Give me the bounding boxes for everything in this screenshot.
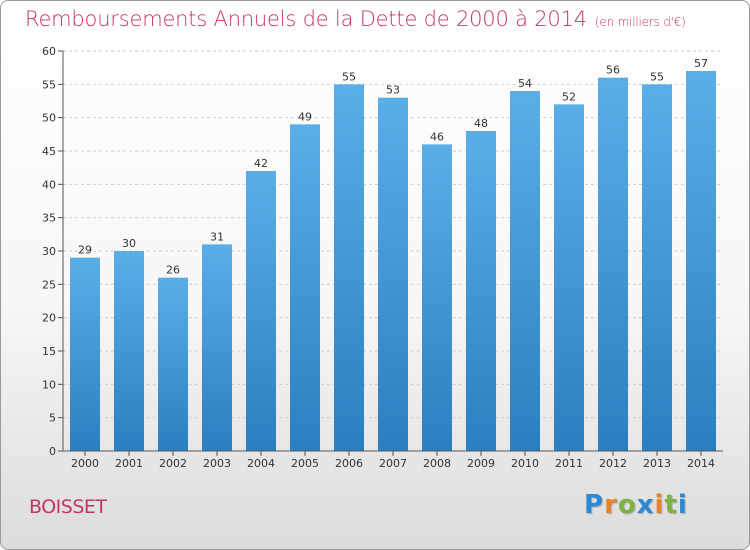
proxiti-logo: Proxiti: [584, 490, 688, 520]
bar-2012: [598, 77, 628, 452]
y-tick-label: 25: [42, 278, 56, 291]
bar-2011: [554, 104, 584, 451]
labels: 29 2000 30 2001 26 2002 31 2003 42 2004 49 2005 55 20…: [71, 57, 715, 470]
x-tick-label-2002: 2002: [159, 457, 187, 470]
logo-letter: x: [636, 490, 655, 520]
bar-2001: [114, 251, 144, 451]
value-label-2009: 48: [474, 117, 488, 130]
value-label-2011: 52: [562, 90, 576, 103]
bar-2013: [642, 84, 672, 451]
bar-2006: [334, 84, 364, 451]
value-label-2001: 30: [122, 237, 136, 250]
value-label-2013: 55: [650, 70, 664, 83]
bar-2002: [158, 277, 188, 451]
y-tick-label: 50: [42, 112, 56, 125]
logo-letter: i: [677, 490, 688, 520]
y-tick-label: 5: [49, 412, 56, 425]
x-tick-label-2004: 2004: [247, 457, 275, 470]
y-tick-label: 60: [42, 45, 56, 58]
x-tick-label-2007: 2007: [379, 457, 407, 470]
bar-2000: [70, 257, 100, 451]
value-label-2000: 29: [78, 244, 92, 257]
y-tick-label: 0: [49, 445, 56, 458]
bar-2007: [378, 97, 408, 452]
value-label-2003: 31: [210, 230, 224, 243]
x-tick-label-2005: 2005: [291, 457, 319, 470]
bar-2003: [202, 244, 232, 451]
logo-letter: i: [654, 490, 665, 520]
chart-title: Remboursements Annuels de la Dette de 20…: [25, 7, 686, 31]
y-tick-label: 35: [42, 212, 56, 225]
value-label-2002: 26: [166, 264, 180, 277]
x-tick-label-2014: 2014: [687, 457, 715, 470]
logo-letter: o: [617, 490, 637, 520]
x-tick-label-2011: 2011: [555, 457, 583, 470]
logo-letter: P: [584, 490, 605, 520]
chart-title-text: Remboursements Annuels de la Dette de 20…: [25, 7, 587, 31]
x-tick-label-2010: 2010: [511, 457, 539, 470]
value-label-2004: 42: [254, 157, 268, 170]
x-tick-label-2009: 2009: [467, 457, 495, 470]
value-label-2005: 49: [298, 110, 312, 123]
bars: [70, 71, 716, 452]
y-tick-label: 20: [42, 312, 56, 325]
bar-2005: [290, 124, 320, 451]
y-tick-label: 55: [42, 78, 56, 91]
bar-2004: [246, 171, 276, 451]
x-tick-label-2001: 2001: [115, 457, 143, 470]
value-label-2010: 54: [518, 77, 532, 90]
y-tick-label: 15: [42, 345, 56, 358]
x-tick-label-2000: 2000: [71, 457, 99, 470]
x-tick-label-2006: 2006: [335, 457, 363, 470]
bar-2008: [422, 144, 452, 452]
value-label-2008: 46: [430, 130, 444, 143]
y-tick-label: 10: [42, 378, 56, 391]
x-tick-label-2013: 2013: [643, 457, 671, 470]
logo-letter: t: [664, 490, 678, 520]
value-label-2007: 53: [386, 84, 400, 97]
x-tick-label-2003: 2003: [203, 457, 231, 470]
x-tick-label-2012: 2012: [599, 457, 627, 470]
x-tick-label-2008: 2008: [423, 457, 451, 470]
chart-subtitle: (en milliers d'€): [594, 15, 686, 29]
commune-name: BOISSET: [29, 496, 107, 518]
bar-2010: [510, 91, 540, 451]
value-label-2006: 55: [342, 70, 356, 83]
y-tick-label: 30: [42, 245, 56, 258]
y-tick-label: 45: [42, 145, 56, 158]
value-label-2012: 56: [606, 64, 620, 77]
y-tick-label: 40: [42, 178, 56, 191]
logo-letter: r: [604, 490, 618, 520]
value-label-2014: 57: [694, 57, 708, 70]
bar-2014: [686, 71, 716, 451]
axes: 0 5 10 15 20 25 30 35 40 45 50 55 60: [42, 45, 723, 458]
bar-2009: [466, 131, 496, 451]
